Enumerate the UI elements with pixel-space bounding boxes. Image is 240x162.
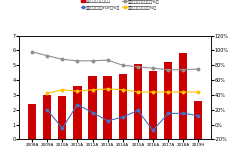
Bar bbox=[194, 101, 203, 139]
Bar bbox=[119, 74, 127, 139]
Legend: 色选机国内收入（元）, 色选机国内收入YOY（%）, 色选机国内收入占比（%）, 色选机国内毛利率（%）: 色选机国内收入（元）, 色选机国内收入YOY（%）, 色选机国内收入占比（%）,… bbox=[80, 0, 160, 10]
Bar bbox=[179, 53, 187, 139]
Bar bbox=[164, 62, 172, 139]
Bar bbox=[28, 104, 36, 139]
Bar bbox=[73, 86, 82, 139]
Bar bbox=[134, 64, 142, 139]
Bar bbox=[58, 96, 66, 139]
Bar bbox=[149, 71, 157, 139]
Bar bbox=[43, 95, 51, 139]
Bar bbox=[103, 76, 112, 139]
Bar bbox=[88, 76, 97, 139]
